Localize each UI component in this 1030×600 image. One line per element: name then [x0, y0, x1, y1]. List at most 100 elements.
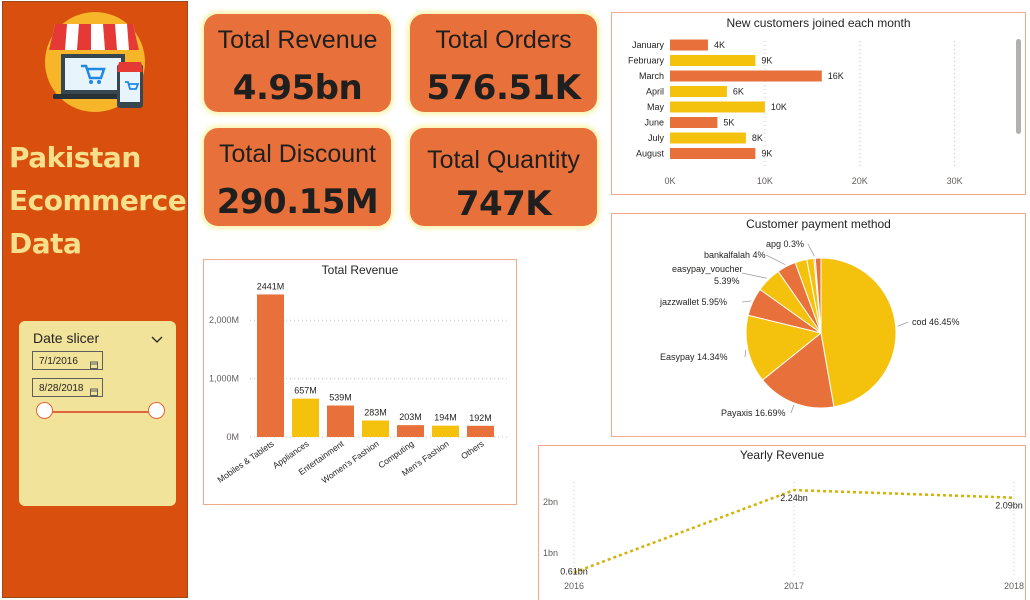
x-tick-label: 2017	[784, 581, 804, 591]
data-label: 9K	[761, 149, 772, 159]
leader-line	[807, 243, 815, 257]
y-tick-label: 2bn	[543, 497, 558, 507]
category-label: May	[647, 102, 665, 112]
x-tick-label: 10K	[757, 176, 773, 186]
data-label: 539M	[329, 393, 352, 403]
bar	[670, 117, 718, 128]
chart-title: Yearly Revenue	[739, 448, 825, 462]
yearly-revenue-chart: 1bn 2bn 0.61bn 2016 2.24bn 2017 2.09bn 2018	[543, 482, 1024, 591]
bar	[292, 398, 319, 437]
chart-title: Total Revenue	[321, 263, 399, 277]
kpi-label: Total Orders	[435, 26, 572, 54]
leader-line	[765, 254, 786, 266]
end-date-input[interactable]: 8/28/2018	[32, 378, 103, 397]
slice-label: jazzwallet 5.95%	[659, 297, 727, 307]
slice-label: Payaxis 16.69%	[721, 408, 786, 418]
slice-label: apg 0.3%	[766, 239, 804, 249]
category-label: January	[632, 40, 665, 50]
pie-slice	[820, 257, 897, 408]
payment-method-chart: cod 46.45% Payaxis 16.69% Easypay 14.34% ja…	[659, 239, 960, 418]
category-label: July	[648, 133, 665, 143]
pie-slice	[814, 257, 822, 334]
leader-line	[897, 321, 909, 327]
chart-title: Customer payment method	[746, 217, 891, 231]
chart-title: New customers joined each month	[726, 16, 911, 30]
kpi-total-quantity: Total Quantity 747K	[410, 128, 597, 226]
kpi-value: 576.51K	[426, 68, 581, 108]
data-label: 8K	[752, 133, 763, 143]
data-label: 9K	[761, 56, 772, 66]
bar	[432, 425, 459, 437]
start-date-handle[interactable]	[36, 402, 53, 419]
kpi-value: 4.95bn	[232, 68, 363, 108]
data-label: 16K	[828, 71, 844, 81]
scrollbar[interactable]	[1016, 39, 1021, 134]
x-tick-label: 2016	[564, 581, 584, 591]
end-date-value: 8/28/2018	[39, 383, 84, 394]
category-label: August	[636, 149, 665, 159]
calendar-icon[interactable]	[90, 384, 98, 403]
data-label: 10K	[771, 102, 787, 112]
y-tick-label: 1bn	[543, 548, 558, 558]
x-tick-label: 2018	[1004, 581, 1024, 591]
data-label: 192M	[469, 413, 492, 423]
bar	[670, 101, 765, 113]
data-label: 657M	[294, 386, 317, 396]
bar	[362, 420, 389, 437]
category-label: April	[646, 87, 664, 97]
category-label: June	[644, 118, 664, 128]
start-date-value: 7/1/2016	[39, 356, 78, 367]
kpi-total-orders: Total Orders 576.51K	[410, 14, 597, 112]
yearly-revenue-chart-panel: Yearly Revenue 1bn 2bn 0.61bn 2016 2.24bn 201…	[538, 445, 1026, 600]
kpi-value: 290.15M	[216, 182, 379, 222]
bar	[670, 55, 756, 66]
bar	[670, 132, 746, 144]
kpi-label: Total Quantity	[427, 146, 580, 174]
data-label: 2.24bn	[780, 493, 808, 503]
dashboard-title: Pakistan Ecommerce Data	[9, 136, 189, 265]
kpi-label: Total Revenue	[217, 26, 378, 54]
bar	[670, 39, 708, 51]
ecommerce-logo	[43, 10, 149, 119]
data-label: 2.09bn	[995, 501, 1023, 511]
category-label: Others	[459, 438, 486, 461]
data-label: 2441M	[257, 281, 285, 291]
data-label: 203M	[399, 412, 422, 422]
x-tick-label: 0K	[664, 176, 675, 186]
y-tick-label: 2,000M	[209, 315, 239, 325]
kpi-total-revenue: Total Revenue 4.95bn	[204, 14, 391, 112]
chevron-down-icon[interactable]	[151, 331, 163, 349]
bar	[670, 70, 822, 82]
payment-method-chart-panel: Customer payment method cod 46.45% Payaxi…	[611, 213, 1026, 437]
start-date-input[interactable]: 7/1/2016	[32, 351, 103, 370]
category-label: March	[639, 71, 664, 81]
bar	[327, 405, 354, 437]
data-label: 6K	[733, 87, 744, 97]
data-label: 5K	[723, 118, 734, 128]
dashboard-title-line-3: Data	[9, 227, 82, 260]
leader-line	[741, 300, 752, 303]
bar	[670, 148, 756, 159]
new-customers-chart-panel: New customers joined each month 0K 10K 20K…	[611, 12, 1026, 195]
pie-slice	[745, 314, 823, 381]
y-tick-label: 1,000M	[209, 374, 239, 384]
slice-label: 5.39%	[714, 276, 740, 286]
bar	[467, 425, 494, 437]
slice-label: easypay_voucher	[672, 264, 743, 274]
total-revenue-chart-panel: Total Revenue 0M 1,000M 2,000M 2441M Mobiles…	[203, 259, 517, 505]
date-slicer[interactable]: Date slicer 7/1/2016 8/28/2018	[19, 321, 176, 506]
dashboard-title-line-2: Ecommerce	[9, 184, 187, 217]
series-line	[573, 488, 1015, 574]
x-tick-label: 20K	[852, 176, 868, 186]
end-date-handle[interactable]	[148, 402, 165, 419]
date-range-track[interactable]	[44, 411, 157, 413]
x-tick-label: 30K	[947, 176, 963, 186]
data-label: 194M	[434, 413, 457, 423]
kpi-label: Total Discount	[218, 140, 377, 168]
kpi-total-discount: Total Discount 290.15M	[204, 128, 391, 226]
calendar-icon[interactable]	[90, 357, 98, 376]
y-tick-label: 0M	[226, 432, 239, 442]
kpi-value: 747K	[455, 184, 552, 224]
data-label: 0.61bn	[560, 566, 588, 576]
bar	[670, 86, 727, 97]
